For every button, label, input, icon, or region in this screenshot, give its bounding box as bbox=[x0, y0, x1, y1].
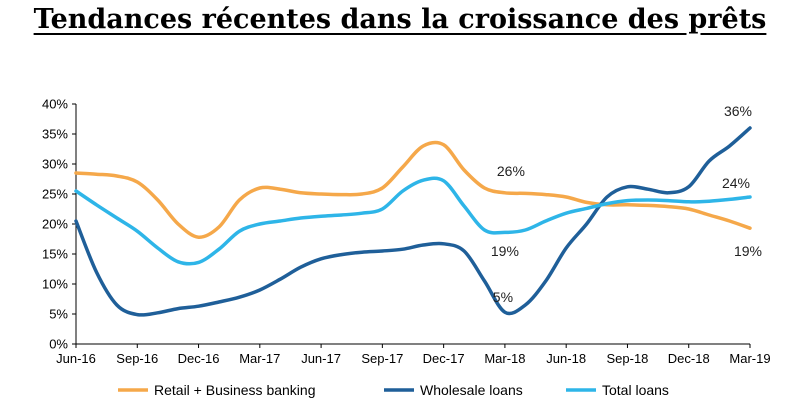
data-label: 36% bbox=[724, 103, 752, 119]
x-tick-label: Mar-17 bbox=[239, 351, 280, 366]
data-label: 5% bbox=[493, 289, 513, 305]
x-tick-label: Jun-17 bbox=[301, 351, 341, 366]
series-line-wholesale-loans bbox=[74, 126, 752, 317]
x-tick-label: Sep-18 bbox=[606, 351, 648, 366]
legend: Retail + Business banking Wholesale loans… bbox=[118, 382, 669, 398]
data-label: 19% bbox=[734, 243, 762, 259]
x-tick-label: Jun-16 bbox=[56, 351, 96, 366]
y-tick-label: 15% bbox=[42, 247, 68, 262]
y-tick-label: 35% bbox=[42, 127, 68, 142]
x-tick-label: Sep-17 bbox=[361, 351, 403, 366]
data-label: 26% bbox=[497, 163, 525, 179]
x-tick-label: Sep-16 bbox=[116, 351, 158, 366]
legend-label-retail-business-banking: Retail + Business banking bbox=[154, 382, 316, 398]
x-tick-label: Mar-19 bbox=[729, 351, 770, 366]
legend-label-wholesale-loans: Wholesale loans bbox=[420, 382, 523, 398]
y-tick-label: 30% bbox=[42, 157, 68, 172]
chart-title: Tendances récentes dans la croissance de… bbox=[33, 4, 767, 35]
y-tick-label: 25% bbox=[42, 187, 68, 202]
series-lines bbox=[74, 126, 752, 317]
series-line-total-loans bbox=[74, 176, 752, 266]
x-axis-ticks: Jun-16 Sep-16 Dec-16 Mar-17 Jun-17 Sep-17 Dec-… bbox=[56, 344, 771, 366]
legend-label-total-loans: Total loans bbox=[602, 382, 669, 398]
series-line-retail-business-banking bbox=[74, 140, 752, 239]
x-tick-label: Dec-17 bbox=[423, 351, 465, 366]
x-tick-label: Dec-16 bbox=[178, 351, 220, 366]
x-tick-label: Jun-18 bbox=[546, 351, 586, 366]
y-tick-label: 40% bbox=[42, 97, 68, 112]
x-tick-label: Dec-18 bbox=[668, 351, 710, 366]
data-annotations: 26% 19% 5% 36% 24% 19% bbox=[491, 103, 762, 305]
y-axis-ticks: 0% 5% 10% 15% 20% 25% 30% 35% 40% bbox=[42, 97, 76, 352]
data-label: 19% bbox=[491, 243, 519, 259]
y-tick-label: 5% bbox=[49, 307, 68, 322]
y-tick-label: 0% bbox=[49, 337, 68, 352]
y-tick-label: 20% bbox=[42, 217, 68, 232]
data-label: 24% bbox=[722, 175, 750, 191]
x-tick-label: Mar-18 bbox=[484, 351, 525, 366]
y-tick-label: 10% bbox=[42, 277, 68, 292]
